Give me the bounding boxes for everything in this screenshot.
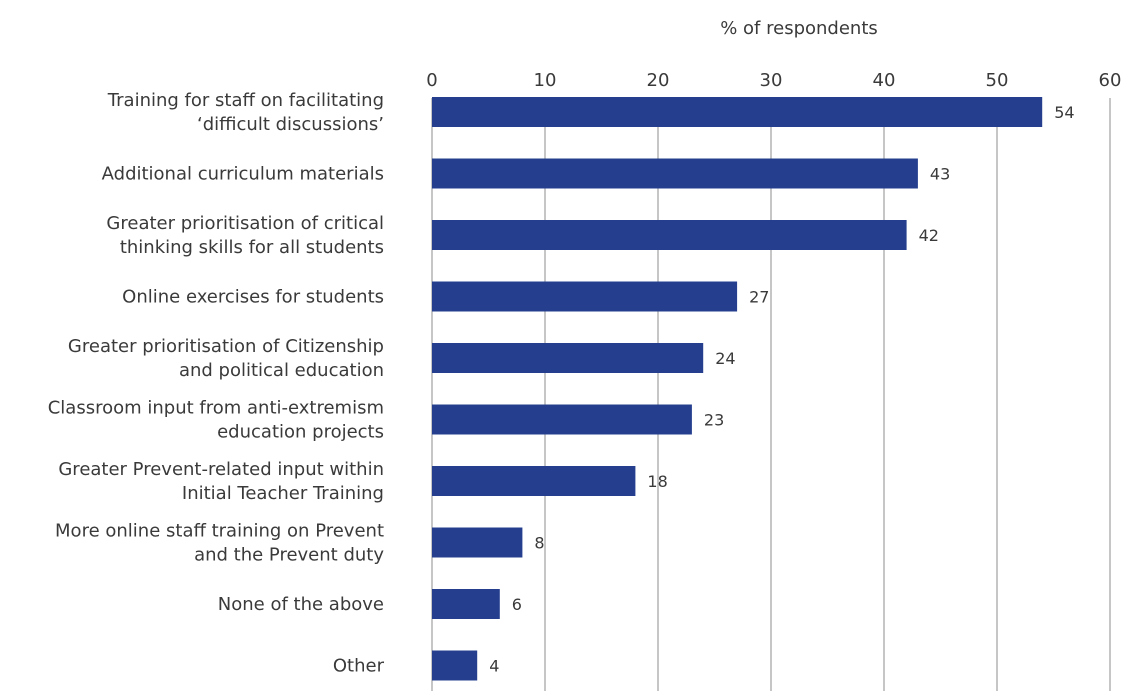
- bar: [432, 527, 523, 558]
- bar: [432, 650, 478, 681]
- value-labels: 54 43 42 27 24 23 18 8 6 4: [489, 103, 1074, 676]
- data-label: 43: [930, 165, 950, 184]
- category-label: Greater prioritisation of Citizenship and…: [68, 336, 384, 381]
- category-label: Greater prioritisation of critical thinki…: [106, 213, 384, 258]
- gridlines: [431, 98, 1111, 691]
- x-tick-label: 0: [426, 70, 437, 91]
- category-label: Other: [333, 656, 385, 677]
- bar: [432, 589, 500, 619]
- bar: [432, 158, 918, 189]
- category-label: Greater Prevent-related input within Init…: [58, 459, 384, 504]
- data-label: 27: [749, 288, 769, 307]
- bar: [432, 343, 704, 373]
- x-tick-label: 20: [647, 70, 670, 91]
- category-labels: Training for staff on facilitating ‘diffi…: [48, 90, 385, 677]
- x-tick-label: 10: [534, 70, 557, 91]
- data-label: 54: [1054, 103, 1074, 122]
- x-axis-title: % of respondents: [720, 18, 878, 39]
- data-label: 4: [489, 657, 499, 676]
- bar: [432, 404, 692, 435]
- data-label: 6: [512, 595, 522, 614]
- data-label: 18: [647, 472, 667, 491]
- bar: [432, 220, 907, 250]
- x-tick-label: 40: [873, 70, 896, 91]
- category-label: Training for staff on facilitating ‘diffi…: [107, 90, 384, 135]
- category-label: Additional curriculum materials: [102, 164, 384, 185]
- x-tick-label: 60: [1099, 70, 1122, 91]
- category-label: None of the above: [218, 594, 384, 615]
- category-label: More online staff training on Prevent and…: [55, 521, 384, 566]
- data-label: 42: [919, 226, 939, 245]
- x-tick-labels: 0 10 20 30 40 50 60: [426, 70, 1121, 91]
- x-tick-label: 50: [986, 70, 1009, 91]
- bars: [432, 97, 1043, 681]
- x-tick-label: 30: [760, 70, 783, 91]
- bar: [432, 281, 738, 312]
- data-label: 24: [715, 349, 735, 368]
- data-label: 8: [534, 534, 544, 553]
- data-label: 23: [704, 411, 724, 430]
- category-label: Online exercises for students: [122, 287, 384, 308]
- bar: [432, 466, 636, 496]
- bar: [432, 97, 1043, 127]
- category-label: Classroom input from anti-extremism educa…: [48, 398, 384, 443]
